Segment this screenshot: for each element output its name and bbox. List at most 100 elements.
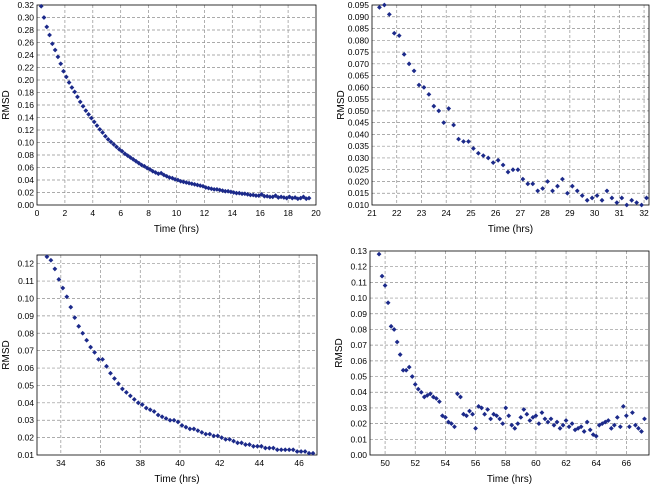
data-point [97,126,103,132]
x-tick-label: 58 [501,458,511,468]
data-point [163,416,169,421]
panel-2: 34 36 38 40 42 44 46 0.01 0.02 0.03 0.04 0.05 0.06 0.… [1,254,318,485]
data-point [540,186,546,191]
data-point [569,421,575,427]
data-point [391,327,397,332]
y-tick-label: 0.06 [350,356,367,366]
data-point [63,74,69,80]
y-tick-label: 0.20 [17,75,34,85]
data-point [235,440,240,446]
data-point [500,421,506,427]
data-point [223,436,229,442]
data-point [179,423,185,428]
y-tick-label: 0.095 [348,0,370,10]
data-point [416,82,422,88]
y-tick-label: 0.090 [348,12,370,22]
data-point [239,191,245,197]
data-point [108,370,113,376]
y-tick-label: 0.040 [348,129,370,139]
data-point [80,330,86,336]
y-axis-title: RMSD [336,90,347,119]
x-axis-title: Time (hrs) [154,474,199,485]
plot-frame [371,4,650,206]
data-point [485,407,491,412]
data-point [247,442,252,447]
x-tick-label: 20 [311,208,321,218]
y-tick-label: 0.05 [350,372,367,382]
data-point [68,304,74,310]
data-point [49,41,55,47]
data-point [427,391,433,397]
y-tick-label: 0.08 [17,328,34,338]
x-axis-title: Time (hrs) [487,474,532,485]
y-tick-label: 0.045 [348,118,370,128]
data-point [449,421,454,427]
x-tick-label: 40 [175,458,185,468]
y-tick-label: 0.075 [348,47,370,57]
x-tick-label: 66 [622,458,632,468]
data-point [475,150,481,156]
y-tick-label: 0.06 [17,163,34,173]
x-tick-label: 18 [283,208,293,218]
data-point [530,181,536,187]
data-point [298,449,304,454]
data-point [614,414,620,420]
y-tick-label: 0.13 [350,246,367,256]
data-point [215,433,221,439]
data-point [479,405,484,411]
data-point [294,449,300,454]
x-tick-label: 64 [591,458,601,468]
data-point [159,414,165,420]
data-point [72,89,78,95]
data-point [266,445,272,451]
data-point [310,450,316,456]
y-tick-label: 0.02 [350,419,367,429]
y-tick-label: 0.28 [17,25,34,35]
data-point [47,32,52,38]
x-tick-label: 62 [561,458,571,468]
data-point [630,410,635,416]
data-point [236,190,242,196]
data-point [426,92,432,97]
data-point [231,438,236,444]
data-point [466,139,471,144]
x-tick-label: 24 [441,208,451,218]
data-point [551,422,557,428]
data-point [554,419,560,425]
x-tick-label: 4 [90,208,95,218]
data-point [473,425,478,431]
y-tick-label: 0.020 [348,176,370,186]
data-point [135,400,141,406]
y-tick-label: 0.05 [17,380,34,390]
data-point [191,426,197,432]
y-tick-label: 0.010 [348,200,370,210]
data-point [306,450,312,456]
y-tick-label: 0.03 [17,415,34,425]
data-point [388,323,394,329]
data-point [386,12,392,17]
y-tick-label: 0.01 [17,450,34,460]
x-tick-label: 60 [531,458,541,468]
data-point [527,418,533,423]
data-point [634,200,640,206]
data-point [77,99,83,105]
x-tick-label: 38 [136,458,146,468]
y-tick-label: 0.02 [17,433,34,443]
data-point [116,146,122,152]
data-point [488,416,494,422]
data-point [593,433,599,439]
data-point [433,396,439,401]
data-point [545,419,551,425]
data-point [510,167,516,173]
data-point [186,180,192,186]
data-point [482,411,488,417]
data-point [243,442,248,447]
data-point [604,188,610,194]
y-tick-label: 0.035 [348,141,370,151]
data-point [306,195,312,201]
data-point [406,364,412,370]
data-point [44,24,50,30]
data-point [391,30,397,36]
data-point [506,413,512,419]
